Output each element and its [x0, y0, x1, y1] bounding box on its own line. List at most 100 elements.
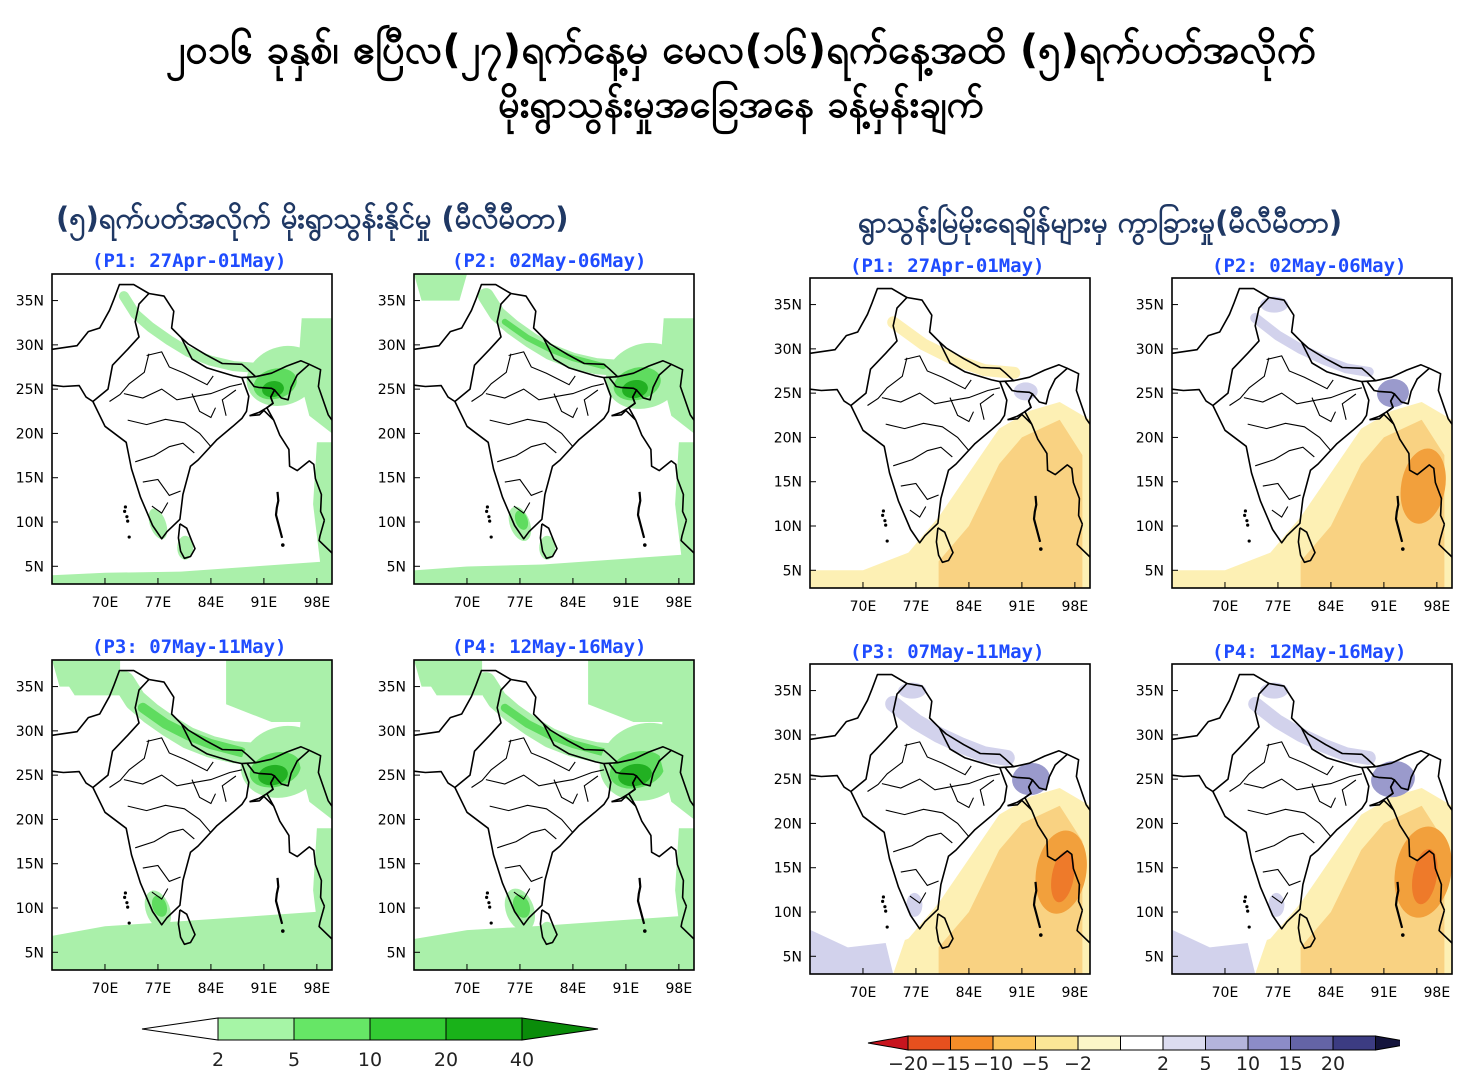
legend-swatch	[1375, 1035, 1400, 1051]
state-border	[900, 868, 939, 887]
plot-area: 35N 30N 25N 20N 15N 10N 5N 70E 77E 84E 91E 98E	[378, 273, 695, 611]
state-border	[142, 864, 181, 883]
wet-anomaly-sea	[810, 929, 894, 974]
north-border	[850, 682, 1015, 793]
legend-swatch	[1077, 1035, 1121, 1051]
state-border	[893, 832, 953, 853]
island-dot	[123, 895, 127, 899]
anomaly-map-p3: 35N 30N 25N 20N 15N 10N 5N 70E 77E 84E 91E 98E	[774, 663, 1091, 1001]
island-dot	[125, 515, 129, 519]
state-border	[151, 502, 169, 514]
lat-tick-label: 25N	[378, 382, 406, 398]
nicobar-dot	[1039, 547, 1043, 551]
lon-tick-label: 98E	[304, 981, 331, 997]
map-field	[810, 278, 1090, 588]
map-frame	[809, 277, 1091, 589]
andaman-islands	[636, 877, 646, 925]
lon-tick-label: 84E	[1318, 985, 1345, 1001]
map-field	[52, 660, 332, 970]
nicobar-dot	[281, 543, 285, 547]
panel-label-left-p2: (P2: 02May-06May)	[452, 250, 647, 272]
state-border	[489, 804, 574, 834]
nicobar-dot	[1401, 547, 1405, 551]
nicobar-dot	[1039, 933, 1043, 937]
lon-tick-label: 91E	[251, 981, 278, 997]
legend-swatch	[369, 1017, 447, 1041]
state-border	[1262, 482, 1301, 501]
island-dot	[1247, 925, 1251, 929]
lat-tick-label: 35N	[774, 298, 802, 314]
equatorial-rain	[414, 915, 694, 970]
kerala-rain-core	[151, 895, 168, 917]
island-dot	[881, 509, 886, 513]
state-border	[508, 351, 576, 386]
lon-tick-label: 70E	[92, 981, 119, 997]
sri-lanka	[935, 527, 954, 564]
india-coastline	[454, 746, 673, 926]
lon-tick-label: 70E	[850, 985, 877, 1001]
state-border	[1266, 355, 1334, 390]
myanmar-north-border	[1066, 367, 1090, 425]
rainfall-map-p1: 35N 30N 25N 20N 15N 10N 5N 70E 77E 84E 91E 98E	[16, 273, 333, 611]
myanmar-coast	[634, 419, 688, 521]
legend-label: −15	[930, 1053, 970, 1070]
state-border	[508, 737, 576, 772]
afghan-border	[1172, 287, 1270, 355]
lat-tick-label: 10N	[378, 901, 406, 917]
legend-swatch	[1290, 1035, 1334, 1051]
northwest-rain	[52, 660, 105, 687]
myanmar-north-border	[670, 363, 694, 421]
nepal-border	[1300, 341, 1363, 383]
lat-tick-label: 5N	[25, 559, 44, 575]
lat-tick-label: 30N	[378, 724, 406, 740]
plot-area: 35N 30N 25N 20N 15N 10N 5N 70E 77E 84E 91E 98E	[774, 663, 1091, 1001]
bangladesh-border	[608, 763, 638, 807]
lon-tick-label: 70E	[92, 595, 119, 611]
map-field	[414, 274, 694, 584]
lat-tick-label: 20N	[378, 812, 406, 828]
lon-tick-label: 77E	[507, 595, 534, 611]
lat-tick-label: 5N	[1145, 563, 1164, 579]
lon-tick-label: 91E	[1009, 599, 1036, 615]
section-title-rainfall: (၅)ရက်ပတ်အလိုက် မိုးရွာသွန်းနိုင်မှု (မီ…	[56, 201, 569, 235]
main-title-line-1: ၂၀၁၆ ခုနှစ်၊ ဧပြီလ(၂၇)ရက်နေ့မှ မေလ(၁၆)ရက…	[165, 27, 1317, 73]
lat-tick-label: 20N	[1136, 430, 1164, 446]
state-border	[135, 442, 195, 463]
state-border	[1266, 741, 1334, 776]
panel-label-left-p1: (P1: 27Apr-01May)	[92, 250, 287, 272]
island-dot	[125, 901, 129, 905]
legend-swatch	[1205, 1035, 1249, 1051]
lon-tick-label: 91E	[613, 981, 640, 997]
legend-swatch	[1120, 1035, 1164, 1051]
myanmar-rain	[297, 704, 332, 820]
island-dot	[1247, 539, 1251, 543]
lat-tick-label: 25N	[16, 382, 44, 398]
island-dot	[1243, 895, 1248, 899]
anomaly-map-p4: 35N 30N 25N 20N 15N 10N 5N 70E 77E 84E 91E 98E	[1136, 663, 1453, 1001]
nicobar-dot	[643, 543, 647, 547]
legend-swatch	[445, 1017, 523, 1041]
state-border	[489, 418, 574, 448]
lon-tick-label: 98E	[1424, 985, 1451, 1001]
lat-tick-label: 30N	[378, 338, 406, 354]
lon-tick-label: 91E	[613, 595, 640, 611]
lon-tick-label: 84E	[1318, 599, 1345, 615]
lat-tick-label: 5N	[783, 949, 802, 965]
state-border	[1229, 357, 1270, 406]
tibet-rain	[226, 660, 332, 722]
island-dot	[485, 891, 490, 895]
lon-tick-label: 98E	[666, 981, 693, 997]
state-border	[881, 387, 1001, 405]
lon-tick-label: 91E	[1371, 599, 1398, 615]
himalaya-dry	[887, 316, 1021, 379]
afghan-border	[414, 669, 512, 737]
nepal-border	[542, 723, 605, 765]
lat-tick-label: 30N	[16, 338, 44, 354]
lat-tick-label: 20N	[1136, 816, 1164, 832]
lon-tick-label: 77E	[903, 985, 930, 1001]
plot-area: 35N 30N 25N 20N 15N 10N 5N 70E 77E 84E 91E 98E	[774, 277, 1091, 615]
legend-label: 5	[288, 1049, 300, 1070]
state-border	[1247, 422, 1332, 452]
afghan-border	[414, 283, 512, 351]
india-coastline	[850, 364, 1069, 544]
